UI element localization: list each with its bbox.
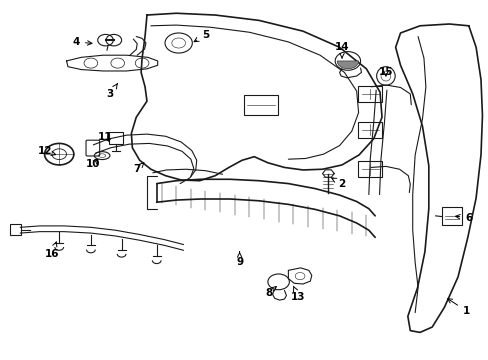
Text: 15: 15 — [378, 67, 392, 77]
Text: 12: 12 — [37, 146, 56, 156]
Text: 2: 2 — [331, 178, 345, 189]
Text: 16: 16 — [44, 242, 59, 258]
Wedge shape — [336, 61, 358, 69]
Text: 4: 4 — [72, 37, 92, 47]
Text: 6: 6 — [455, 213, 471, 222]
Text: 7: 7 — [133, 163, 143, 174]
Text: 11: 11 — [98, 132, 113, 142]
Text: 14: 14 — [334, 42, 348, 58]
Text: 9: 9 — [236, 252, 243, 267]
Text: 13: 13 — [290, 286, 305, 302]
Text: 1: 1 — [447, 299, 469, 316]
Text: 3: 3 — [106, 84, 117, 99]
Text: 5: 5 — [194, 30, 209, 42]
Text: 10: 10 — [86, 159, 101, 169]
Text: 8: 8 — [264, 287, 276, 298]
